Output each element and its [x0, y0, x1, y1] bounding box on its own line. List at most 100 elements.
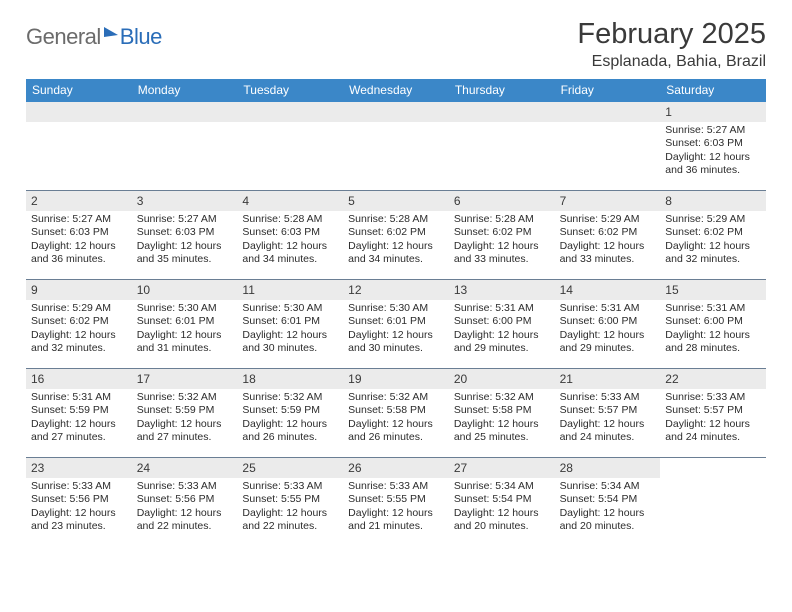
sunrise-text: Sunrise: 5:28 AM	[348, 213, 445, 226]
day-number: 14	[560, 283, 573, 297]
sunset-text: Sunset: 5:58 PM	[454, 404, 551, 417]
sunset-text: Sunset: 6:01 PM	[242, 315, 339, 328]
day-number-strip: 26	[343, 458, 449, 478]
day-cell: 15Sunrise: 5:31 AMSunset: 6:00 PMDayligh…	[660, 280, 766, 368]
calendar-page: General Blue February 2025 Esplanada, Ba…	[0, 0, 792, 546]
weekday-header: Tuesday	[237, 79, 343, 102]
sunset-text: Sunset: 6:01 PM	[348, 315, 445, 328]
daylight-text: Daylight: 12 hours and 28 minutes.	[665, 329, 762, 356]
day-cell: 17Sunrise: 5:32 AMSunset: 5:59 PMDayligh…	[132, 369, 238, 457]
day-number-strip: 13	[449, 280, 555, 300]
logo-sail-icon	[104, 25, 118, 37]
day-cell: 18Sunrise: 5:32 AMSunset: 5:59 PMDayligh…	[237, 369, 343, 457]
month-title: February 2025	[577, 18, 766, 51]
daylight-text: Daylight: 12 hours and 26 minutes.	[242, 418, 339, 445]
day-cell: 22Sunrise: 5:33 AMSunset: 5:57 PMDayligh…	[660, 369, 766, 457]
day-info: Sunrise: 5:29 AMSunset: 6:02 PMDaylight:…	[559, 213, 657, 267]
empty-day-cell	[449, 102, 555, 190]
day-number: 27	[454, 461, 467, 475]
calendar-week: 2Sunrise: 5:27 AMSunset: 6:03 PMDaylight…	[26, 190, 766, 279]
empty-day-cell	[660, 458, 766, 546]
sunrise-text: Sunrise: 5:32 AM	[137, 391, 234, 404]
daylight-text: Daylight: 12 hours and 34 minutes.	[348, 240, 445, 267]
sunrise-text: Sunrise: 5:30 AM	[137, 302, 234, 315]
day-number: 25	[242, 461, 255, 475]
day-number-strip: 17	[132, 369, 238, 389]
day-number: 11	[242, 283, 254, 297]
sunset-text: Sunset: 6:02 PM	[31, 315, 128, 328]
day-number: 24	[137, 461, 150, 475]
day-info: Sunrise: 5:33 AMSunset: 5:55 PMDaylight:…	[241, 480, 339, 534]
day-number-strip: 28	[555, 458, 661, 478]
sunset-text: Sunset: 6:03 PM	[137, 226, 234, 239]
sunrise-text: Sunrise: 5:34 AM	[454, 480, 551, 493]
day-info: Sunrise: 5:34 AMSunset: 5:54 PMDaylight:…	[453, 480, 551, 534]
sunrise-text: Sunrise: 5:33 AM	[242, 480, 339, 493]
day-number: 2	[31, 194, 38, 208]
day-number: 19	[348, 372, 361, 386]
sunrise-text: Sunrise: 5:31 AM	[31, 391, 128, 404]
day-cell: 21Sunrise: 5:33 AMSunset: 5:57 PMDayligh…	[555, 369, 661, 457]
calendar-week: 1Sunrise: 5:27 AMSunset: 6:03 PMDaylight…	[26, 102, 766, 190]
day-number-strip: 4	[237, 191, 343, 211]
day-info: Sunrise: 5:27 AMSunset: 6:03 PMDaylight:…	[664, 124, 762, 178]
sunset-text: Sunset: 5:55 PM	[242, 493, 339, 506]
sunset-text: Sunset: 6:00 PM	[560, 315, 657, 328]
sunrise-text: Sunrise: 5:34 AM	[560, 480, 657, 493]
daylight-text: Daylight: 12 hours and 35 minutes.	[137, 240, 234, 267]
day-info: Sunrise: 5:28 AMSunset: 6:03 PMDaylight:…	[241, 213, 339, 267]
sunrise-text: Sunrise: 5:27 AM	[665, 124, 762, 137]
empty-day-cell	[132, 102, 238, 190]
day-cell: 27 Sunrise: 5:34 AMSunset: 5:54 PMDayligh…	[449, 458, 555, 546]
day-cell: 5Sunrise: 5:28 AMSunset: 6:02 PMDaylight…	[343, 191, 449, 279]
day-number: 10	[137, 283, 150, 297]
day-info: Sunrise: 5:32 AMSunset: 5:59 PMDaylight:…	[136, 391, 234, 445]
day-cell: 13Sunrise: 5:31 AMSunset: 6:00 PMDayligh…	[449, 280, 555, 368]
sunset-text: Sunset: 6:02 PM	[560, 226, 657, 239]
sunset-text: Sunset: 6:03 PM	[242, 226, 339, 239]
sunset-text: Sunset: 6:02 PM	[454, 226, 551, 239]
sunset-text: Sunset: 5:56 PM	[31, 493, 128, 506]
sunrise-text: Sunrise: 5:28 AM	[454, 213, 551, 226]
sunset-text: Sunset: 6:00 PM	[454, 315, 551, 328]
logo: General Blue	[26, 18, 162, 50]
calendar-weeks: 1Sunrise: 5:27 AMSunset: 6:03 PMDaylight…	[26, 102, 766, 546]
day-info: Sunrise: 5:31 AMSunset: 6:00 PMDaylight:…	[664, 302, 762, 356]
day-number-strip: 21	[555, 369, 661, 389]
sunset-text: Sunset: 6:03 PM	[665, 137, 762, 150]
day-cell: 20Sunrise: 5:32 AMSunset: 5:58 PMDayligh…	[449, 369, 555, 457]
day-number: 13	[454, 283, 467, 297]
day-cell: 4 Sunrise: 5:28 AMSunset: 6:03 PMDaylight…	[237, 191, 343, 279]
empty-day-cell	[26, 102, 132, 190]
daylight-text: Daylight: 12 hours and 30 minutes.	[348, 329, 445, 356]
day-info: Sunrise: 5:28 AMSunset: 6:02 PMDaylight:…	[453, 213, 551, 267]
day-number-strip: 27	[449, 458, 555, 478]
sunrise-text: Sunrise: 5:27 AM	[31, 213, 128, 226]
day-cell: 1Sunrise: 5:27 AMSunset: 6:03 PMDaylight…	[660, 102, 766, 190]
day-number-strip: 5	[343, 191, 449, 211]
day-number-strip: 20	[449, 369, 555, 389]
sunset-text: Sunset: 5:55 PM	[348, 493, 445, 506]
sunset-text: Sunset: 6:03 PM	[31, 226, 128, 239]
day-cell: 11Sunrise: 5:30 AMSunset: 6:01 PMDayligh…	[237, 280, 343, 368]
daylight-text: Daylight: 12 hours and 24 minutes.	[665, 418, 762, 445]
calendar-week: 9Sunrise: 5:29 AMSunset: 6:02 PMDaylight…	[26, 279, 766, 368]
daylight-text: Daylight: 12 hours and 26 minutes.	[348, 418, 445, 445]
sunrise-text: Sunrise: 5:32 AM	[348, 391, 445, 404]
day-info: Sunrise: 5:27 AMSunset: 6:03 PMDaylight:…	[136, 213, 234, 267]
daylight-text: Daylight: 12 hours and 33 minutes.	[454, 240, 551, 267]
sunset-text: Sunset: 5:57 PM	[665, 404, 762, 417]
day-number-strip: 15	[660, 280, 766, 300]
weekday-header-row: SundayMondayTuesdayWednesdayThursdayFrid…	[26, 79, 766, 102]
daylight-text: Daylight: 12 hours and 24 minutes.	[560, 418, 657, 445]
day-number: 4	[242, 194, 249, 208]
daylight-text: Daylight: 12 hours and 22 minutes.	[137, 507, 234, 534]
day-number-strip: 25	[237, 458, 343, 478]
sunset-text: Sunset: 5:57 PM	[560, 404, 657, 417]
sunset-text: Sunset: 6:02 PM	[665, 226, 762, 239]
day-info: Sunrise: 5:33 AMSunset: 5:56 PMDaylight:…	[136, 480, 234, 534]
day-number-strip: 22	[660, 369, 766, 389]
day-number-strip: 1	[660, 102, 766, 122]
day-number-strip: 11	[237, 280, 343, 300]
day-number: 7	[560, 194, 567, 208]
